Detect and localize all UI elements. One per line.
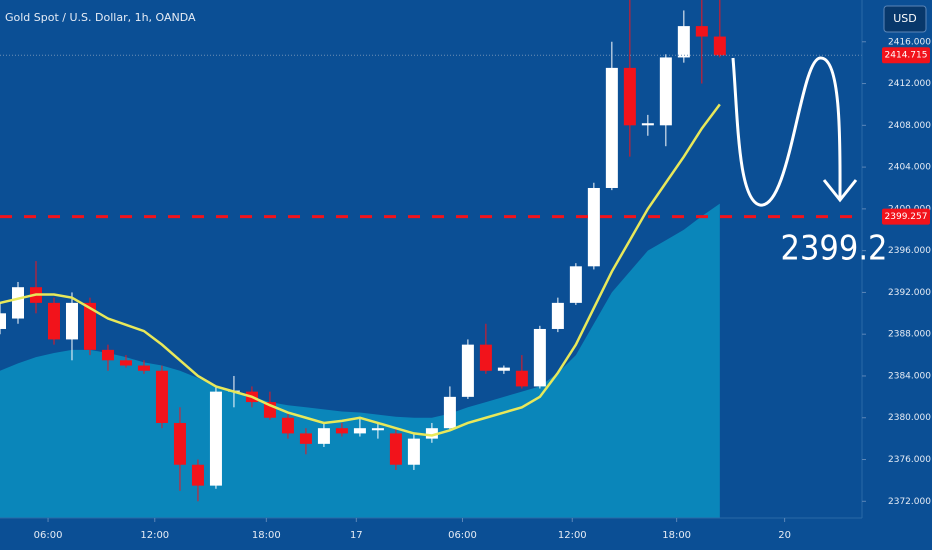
candle-body	[209, 391, 222, 486]
candle-body	[641, 123, 654, 126]
candle-body	[371, 428, 384, 431]
candle-body	[281, 417, 294, 434]
candle-body	[317, 428, 330, 444]
x-tick-label: 17	[350, 530, 363, 541]
candle-body	[569, 266, 582, 303]
candle-body	[443, 396, 456, 429]
x-tick-label: 18:00	[252, 530, 281, 541]
currency-button-label[interactable]: USD	[893, 12, 917, 25]
y-tick-label: 2388.000	[888, 330, 931, 340]
x-tick-label: 06:00	[448, 530, 477, 541]
candle-body	[515, 370, 528, 387]
y-tick-label: 2380.000	[888, 413, 931, 423]
candle-body	[425, 428, 438, 439]
candle-body	[11, 287, 24, 319]
price-line-box	[882, 208, 930, 225]
candle-body	[173, 422, 186, 465]
currency-button[interactable]	[883, 5, 927, 33]
y-tick-label: 2384.000	[888, 371, 931, 381]
last-price-box	[882, 47, 930, 64]
candle-body	[47, 302, 60, 340]
candle-body	[335, 428, 348, 434]
moving-average	[0, 103, 721, 437]
candle-body	[497, 367, 510, 371]
candle-body	[695, 26, 708, 37]
x-tick-label: 18:00	[662, 530, 691, 541]
price-line-label: 2399.257	[885, 212, 928, 222]
x-tick-label: 12:00	[558, 530, 587, 541]
candle-body	[407, 438, 420, 465]
last-price-label: 2414.715	[885, 51, 928, 61]
candle-body	[65, 302, 78, 340]
y-tick-label: 2416.000	[888, 37, 931, 47]
candle-body	[137, 365, 150, 371]
candle-body	[389, 433, 402, 465]
candle-body	[353, 428, 366, 434]
chart-title: Gold Spot / U.S. Dollar, 1h, OANDA	[5, 11, 196, 24]
arrow-head	[822, 179, 858, 203]
candle-body	[119, 360, 132, 366]
y-tick-label: 2412.000	[888, 79, 931, 89]
candle-body	[713, 36, 726, 56]
candle-body	[299, 433, 312, 444]
plot-area	[0, 0, 862, 518]
candle-body	[587, 187, 600, 267]
candle-body	[83, 302, 96, 350]
y-tick-label: 2408.000	[888, 121, 931, 131]
candle-body	[605, 67, 618, 188]
candle-body	[623, 67, 636, 126]
candle-body	[191, 464, 204, 486]
candle-body	[101, 349, 114, 361]
candle-body	[533, 328, 546, 387]
candle-body	[479, 344, 492, 371]
candle-body	[659, 57, 672, 126]
candle-body	[461, 344, 474, 397]
annotation: 2399.2	[781, 229, 888, 269]
x-tick-label: 06:00	[34, 530, 63, 541]
y-tick-label: 2376.000	[888, 455, 931, 465]
candle-body	[155, 370, 168, 423]
forecast-arrow	[731, 56, 842, 207]
x-tick-label: 12:00	[140, 530, 169, 541]
candle-body	[677, 26, 690, 58]
y-tick-label: 2372.000	[888, 497, 931, 507]
y-tick-label: 2392.000	[888, 288, 931, 298]
candle-body	[551, 302, 564, 329]
candle-body	[0, 313, 6, 329]
y-tick-label: 2404.000	[888, 163, 931, 173]
y-tick-label: 2396.000	[888, 246, 931, 256]
x-tick-label: 20	[778, 530, 791, 541]
